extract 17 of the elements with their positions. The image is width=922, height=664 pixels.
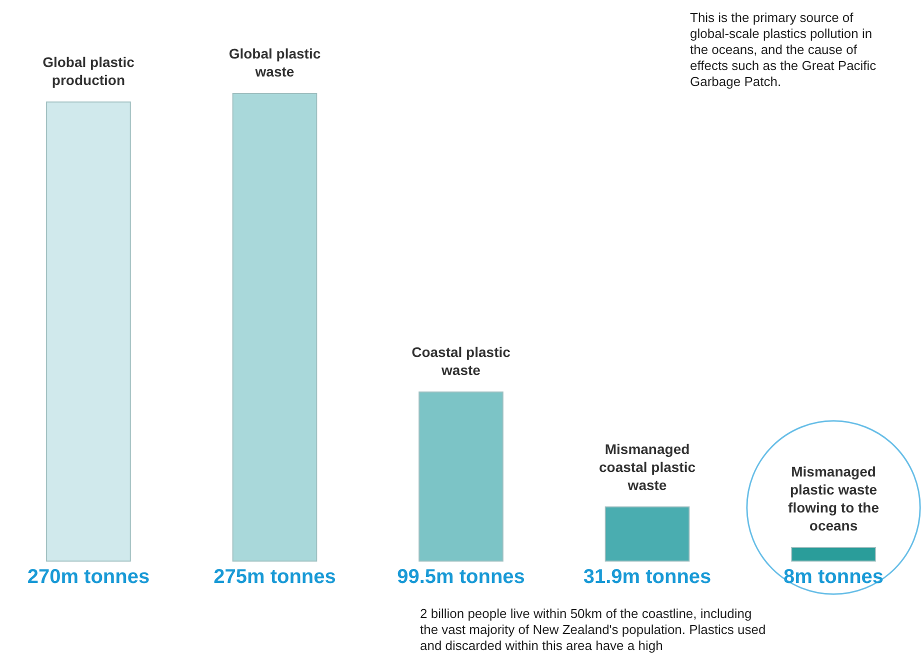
text: This is the primary source of global-scale plastics pollution in the oceans, and the cause of effects such as the Great Pacific Garbage Patch. [690, 10, 877, 89]
data-label: 99.5m tonnes [397, 566, 525, 588]
bar [604, 506, 690, 562]
x-tick-label: Global plastic waste [228, 46, 321, 80]
data-label: 31.9m tonnes [583, 566, 712, 588]
bar [46, 102, 131, 562]
bar [232, 93, 318, 562]
bar [791, 547, 876, 562]
data-label: 270m tonnes [27, 566, 150, 588]
bar [418, 391, 504, 562]
x-tick-label: Mismanaged plastic waste flowing to the oceans [788, 464, 880, 534]
x-tick-label: Coastal plastic waste [412, 344, 511, 378]
data-label: 275m tonnes [214, 566, 336, 588]
data-label: 8m tonnes [784, 566, 884, 588]
text: 2 billion people live within 50km of the coastline, including the vast majority of New Zealand's population. Plastics used and discarded within this area have a high [420, 606, 766, 653]
x-tick-label: Mismanaged coastal plastic waste [599, 440, 696, 493]
x-tick-label: Global plastic production [42, 54, 135, 88]
